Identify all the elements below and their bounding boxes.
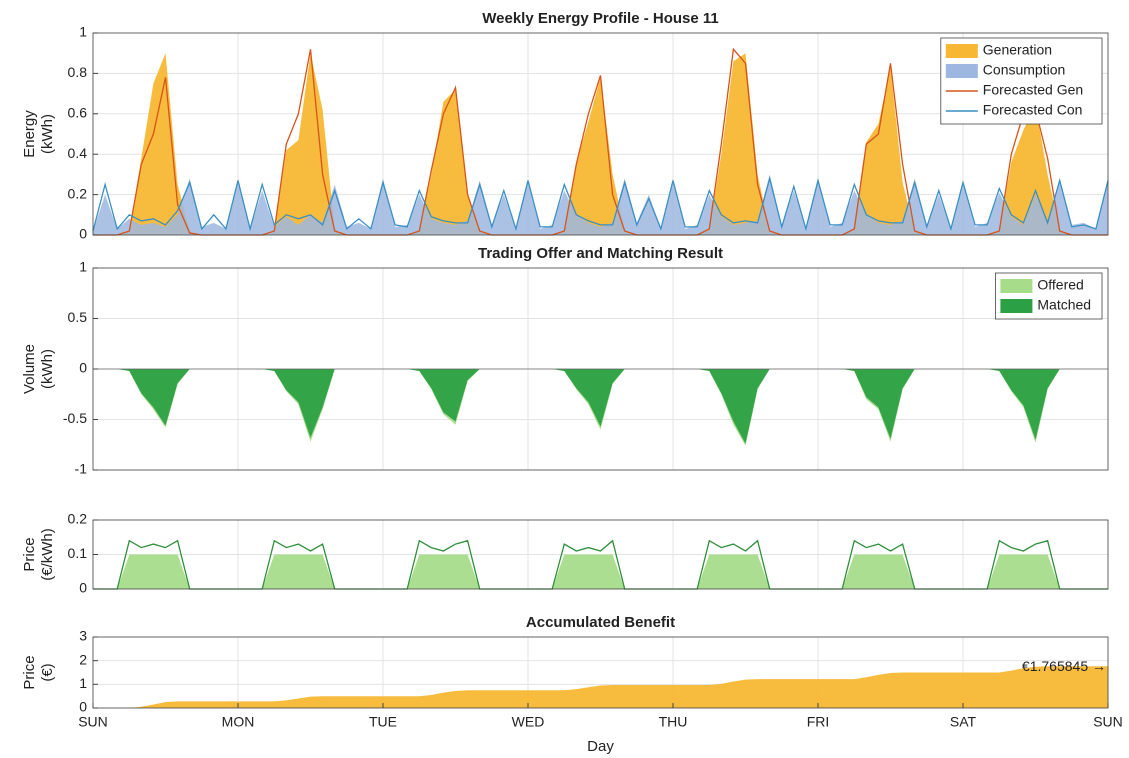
chart-title: Trading Offer and Matching Result xyxy=(478,245,723,262)
x-tick-label: SAT xyxy=(950,714,977,730)
area xyxy=(93,554,1108,589)
y-tick-label: -1 xyxy=(75,461,88,477)
legend-label: Generation xyxy=(983,42,1052,58)
x-tick-label: TUE xyxy=(369,714,397,730)
legend-label: Matched xyxy=(1037,297,1091,313)
legend-label: Forecasted Gen xyxy=(983,82,1083,98)
x-tick-label: SUN xyxy=(1093,714,1123,730)
chart-title: Accumulated Benefit xyxy=(526,614,675,631)
y-tick-label: 2 xyxy=(79,651,87,667)
x-tick-label: FRI xyxy=(807,714,830,730)
y-tick-label: 0.2 xyxy=(68,511,88,527)
y-tick-label: 0 xyxy=(79,360,87,376)
legend-label: Offered xyxy=(1037,277,1083,293)
y-tick-label: 0.2 xyxy=(68,185,88,201)
axes-box xyxy=(92,636,1109,709)
x-tick-label: MON xyxy=(222,714,255,730)
y-tick-label: 1 xyxy=(79,24,87,40)
y-tick-label: 0.8 xyxy=(68,64,88,80)
area xyxy=(93,174,1108,235)
y-axis-label: Price xyxy=(21,537,38,571)
y-tick-label: 0.1 xyxy=(68,545,88,561)
annotation: €1.765845 → xyxy=(1022,658,1106,674)
legend-swatch xyxy=(1000,279,1033,293)
y-tick-label: 0 xyxy=(79,699,87,715)
y-tick-label: 1 xyxy=(79,259,87,275)
x-tick-label: WED xyxy=(512,714,545,730)
legend-swatch xyxy=(1000,299,1033,313)
y-axis-label: (kWh) xyxy=(39,114,56,154)
axes-box xyxy=(92,32,1109,236)
y-axis-label: Volume xyxy=(21,344,38,394)
x-tick-label: THU xyxy=(659,714,688,730)
y-tick-label: 0 xyxy=(79,580,87,596)
area xyxy=(93,53,1108,236)
x-axis-label: Day xyxy=(587,738,614,755)
y-axis-label: (€/kWh) xyxy=(39,528,56,581)
y-tick-label: 3 xyxy=(79,628,87,644)
y-tick-label: 0.6 xyxy=(68,105,88,121)
legend-swatch xyxy=(945,44,978,58)
x-tick-label: SUN xyxy=(78,714,108,730)
y-tick-label: 1 xyxy=(79,675,87,691)
y-axis-label: Price xyxy=(21,655,38,689)
legend-label: Forecasted Con xyxy=(983,102,1083,118)
y-axis-label: Energy xyxy=(21,110,38,158)
legend-label: Consumption xyxy=(983,62,1066,78)
y-tick-label: 0.5 xyxy=(68,309,88,325)
y-axis-label: (€) xyxy=(39,663,56,681)
area xyxy=(93,369,1108,444)
y-axis-label: (kWh) xyxy=(39,349,56,389)
line xyxy=(92,175,1109,232)
y-tick-label: 0.4 xyxy=(68,145,88,161)
y-tick-label: -0.5 xyxy=(63,410,87,426)
area xyxy=(93,666,1108,708)
legend-swatch xyxy=(945,64,978,78)
y-tick-label: 0 xyxy=(79,226,87,242)
chart-title: Weekly Energy Profile - House 11 xyxy=(482,10,718,27)
